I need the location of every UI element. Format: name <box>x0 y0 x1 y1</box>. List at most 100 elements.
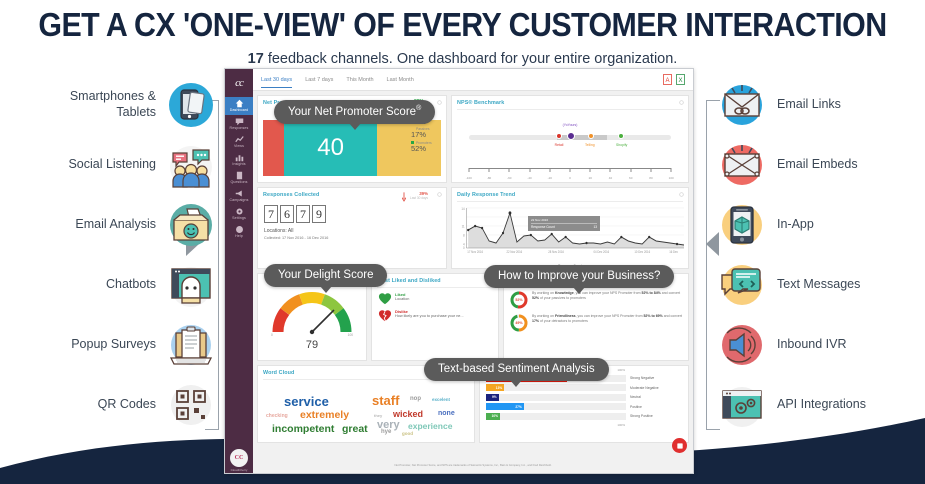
wordcloud-word[interactable]: very <box>377 419 400 431</box>
wordcloud-word[interactable]: staff <box>372 393 400 408</box>
sidebar-item-settings[interactable]: Settings <box>225 205 253 223</box>
wordcloud-body: service staff nop excelent extremely wic… <box>262 382 470 440</box>
wordcloud-word[interactable]: excelent <box>432 397 451 402</box>
sidebar-item-label: Insights <box>232 161 246 166</box>
svg-text:16 Dec: 16 Dec <box>669 250 678 254</box>
benchmark-label-telling: Telling <box>584 143 595 147</box>
disliked-value: How likely are you to purchase your ne..… <box>395 314 464 318</box>
donut-value: 52% <box>515 298 523 302</box>
tab-last-7-days[interactable]: Last 7 days <box>305 77 334 83</box>
wordcloud-word[interactable]: none <box>438 410 455 417</box>
gear-icon[interactable] <box>437 192 442 197</box>
gear-icon[interactable] <box>679 192 684 197</box>
svg-text:14: 14 <box>461 207 464 211</box>
benchmark-dot-retail[interactable] <box>555 132 562 139</box>
tab-this-month[interactable]: This Month <box>346 77 374 83</box>
trend-title: Daily Response Trend <box>457 192 516 198</box>
svg-text:A: A <box>665 78 669 84</box>
sidebar-item-dashboard[interactable]: Dashboard <box>225 97 253 115</box>
legend-item: Promoters 52% <box>411 141 441 153</box>
channel-qr-codes[interactable]: QR Codes <box>10 375 215 435</box>
channel-email-embeds[interactable]: Email Embeds <box>718 135 923 195</box>
channel-chatbots[interactable]: Chatbots <box>10 255 215 315</box>
wordcloud-word[interactable]: wicked <box>393 409 424 419</box>
channel-inbound-ivr[interactable]: Inbound IVR <box>718 315 923 375</box>
sentiment-label: Neutral <box>630 395 641 399</box>
gear-icon[interactable] <box>679 100 684 105</box>
sidebar-item-help[interactable]: Help <box>225 223 253 241</box>
odometer-digit: 7 <box>296 205 310 223</box>
dashboard-footer: Net Promoter, Net Promoter Score, and NP… <box>253 457 693 473</box>
wordcloud-word[interactable]: experience <box>408 421 453 431</box>
sidebar-item-label: Views <box>233 143 245 148</box>
home-icon <box>235 99 243 108</box>
channel-text-messages[interactable]: Text Messages <box>718 255 923 315</box>
nps-segment-promoters <box>376 120 441 176</box>
wordcloud-word[interactable]: extremely <box>300 409 350 421</box>
wordcloud-word[interactable]: good <box>402 431 413 436</box>
sentiment-label: Positive <box>630 404 642 409</box>
wordcloud-word[interactable]: nop <box>410 396 421 402</box>
in-app-icon <box>718 201 766 249</box>
sentiment-top-label: 100% <box>617 368 625 372</box>
callout-delight: Your Delight Score <box>264 264 388 293</box>
sentiment-bottom-label: 100% <box>617 423 625 427</box>
benchmark-label-shopify: Shopify <box>616 143 628 147</box>
disliked-label: Dislike <box>395 309 408 314</box>
tab-last-month[interactable]: Last Month <box>386 77 414 83</box>
channel-in-app[interactable]: In-App <box>718 195 923 255</box>
wordcloud-word[interactable]: incompetent <box>272 423 335 435</box>
improve-item: 49% By working on Friendliness, you can … <box>510 314 682 332</box>
gear-icon[interactable] <box>437 100 442 105</box>
dashboard-row-1: Net Promoter Score 88% Last 30 days 40 <box>257 95 689 183</box>
gauge-min: 0 <box>271 333 273 337</box>
trend-plot: 0 4 8 11 14 17 Nov 2016 22 Nov 2016 28 Nov 20… <box>456 204 685 268</box>
sentiment-row: 13% Moderate Negative <box>486 384 682 392</box>
chat-support-button[interactable] <box>672 438 687 453</box>
legend-key: Passives <box>411 127 441 131</box>
sentiment-track: 9% <box>486 393 626 401</box>
sidebar-item-questions[interactable]: Questions <box>225 169 253 187</box>
channel-popup-surveys[interactable]: Popup Surveys <box>10 315 215 375</box>
export-excel-icon[interactable]: X <box>676 74 685 85</box>
tooltip-date: 22 Nov 2016 <box>531 218 549 222</box>
channel-email-analysis[interactable]: Email Analysis <box>10 195 215 255</box>
channel-email-links[interactable]: Email Links <box>718 75 923 135</box>
email-link-icon <box>718 81 766 129</box>
wordcloud-word[interactable]: they <box>374 413 383 418</box>
benchmark-label-retail: Retail <box>554 143 564 147</box>
tooltip-series: Response Count <box>531 225 555 229</box>
liked-value: Location <box>395 297 410 301</box>
liked-disliked-card: Most Liked and Disliked Liked Location <box>371 273 499 361</box>
text-message-icon <box>718 261 766 309</box>
legend-value: 17% <box>411 130 427 140</box>
sidebar-item-views[interactable]: Views <box>225 133 253 151</box>
sidebar-item-campaigns[interactable]: Campaigns <box>225 187 253 205</box>
channel-api-integrations[interactable]: API Integrations <box>718 375 923 435</box>
wordcloud-word[interactable]: great <box>342 423 368 435</box>
export-pdf-icon[interactable]: A <box>663 74 672 85</box>
legend-value: 52% <box>411 143 427 153</box>
benchmark-dot-shopify[interactable] <box>618 132 625 139</box>
sidebar-item-insights[interactable]: Insights <box>225 151 253 169</box>
channel-smartphones-tablets[interactable]: Smartphones & Tablets <box>10 75 215 135</box>
wordcloud-word[interactable]: checking <box>266 413 288 419</box>
liked-row: Liked Location <box>378 292 492 305</box>
wordcloud-word[interactable]: hye <box>381 429 392 435</box>
dashboard-row-2: Responses Collected 39% Last 30 days 7 6… <box>257 187 689 269</box>
svg-text:4: 4 <box>463 242 465 246</box>
responses-change: 39% Last 30 days <box>410 191 428 200</box>
tab-last-30-days[interactable]: Last 30 days <box>261 72 293 88</box>
benchmark-dot-you[interactable] <box>566 131 575 140</box>
channel-social-listening[interactable]: Social Listening <box>10 135 215 195</box>
sidebar-item-responses[interactable]: Responses <box>225 115 253 133</box>
wordcloud-word[interactable]: service <box>284 394 329 409</box>
svg-text:22 Nov 2016: 22 Nov 2016 <box>506 250 522 254</box>
trend-icon <box>234 136 244 143</box>
donut-icon: 49% <box>510 314 528 332</box>
benchmark-dot-telling[interactable] <box>587 132 594 139</box>
gauge-max: 100 <box>347 333 353 337</box>
inbound-ivr-icon <box>718 321 766 369</box>
sentiment-track: 27% <box>486 403 626 410</box>
page-title: GET A CX 'ONE-VIEW' OF EVERY CUSTOMER IN… <box>38 6 887 43</box>
